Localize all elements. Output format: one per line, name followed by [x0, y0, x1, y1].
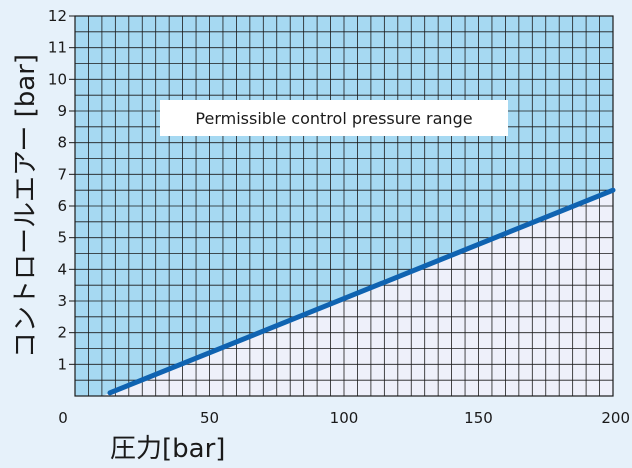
annotation-box: [160, 100, 508, 136]
y-tick-label: 10: [48, 70, 67, 88]
y-tick-label: 7: [57, 165, 67, 183]
y-axis-title: コントロールエアー [bar]: [11, 54, 41, 358]
y-tick-label: 9: [57, 102, 67, 120]
y-tick-label: 4: [57, 260, 67, 278]
y-tick-label: 5: [57, 229, 67, 247]
y-tick-label: 3: [57, 292, 67, 310]
y-tick-label: 11: [48, 39, 67, 57]
x-tick-label: 200: [601, 409, 630, 427]
annotation-label: Permissible control pressure range: [195, 109, 472, 128]
y-tick-label: 1: [57, 355, 67, 373]
x-tick-label: 50: [200, 409, 219, 427]
boundary-line: [107, 187, 616, 396]
y-tick-label: 6: [57, 197, 67, 215]
y-tick-label: 2: [57, 324, 67, 342]
y-tick-label: 12: [48, 7, 67, 25]
x-tick-label: 150: [464, 409, 493, 427]
x-tick-label: 100: [330, 409, 359, 427]
x-axis-title: 圧力[bar]: [110, 434, 225, 464]
x-tick-label: 0: [58, 409, 68, 427]
y-tick-label: 8: [57, 134, 67, 152]
